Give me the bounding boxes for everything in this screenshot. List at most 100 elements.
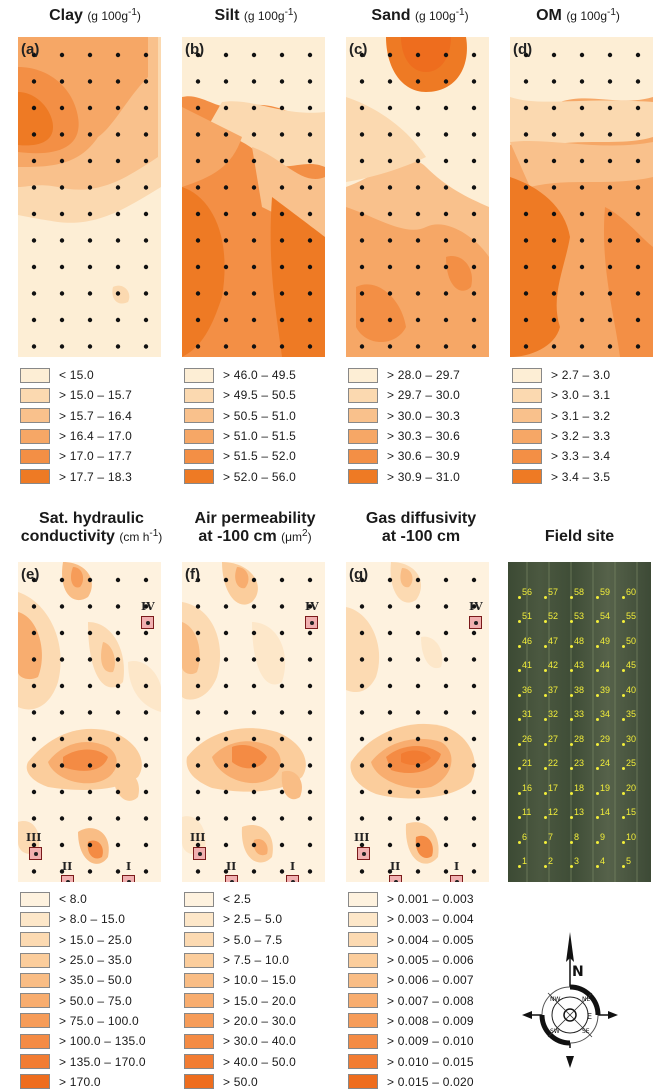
sample-point	[59, 683, 65, 689]
sample-point	[59, 291, 65, 296]
plot-label: 40	[626, 684, 637, 695]
sample-point	[307, 604, 313, 609]
sample-point	[115, 52, 121, 58]
sample-point	[143, 683, 149, 689]
sample-point	[115, 869, 121, 874]
sample-point	[195, 789, 201, 795]
sample-point	[59, 763, 65, 768]
plot-label: 9	[600, 831, 606, 842]
sample-point	[607, 317, 613, 323]
sample-point	[443, 52, 449, 58]
sample-point	[359, 763, 365, 768]
plot-label: 25	[626, 758, 637, 768]
plot-marker	[570, 791, 573, 795]
sample-point	[551, 344, 557, 349]
plot-marker	[518, 669, 521, 672]
plot-label: 38	[574, 684, 585, 695]
plot-marker	[544, 767, 547, 770]
sample-point	[87, 211, 93, 217]
sample-point	[607, 238, 613, 243]
sample-point	[307, 158, 313, 164]
sample-point	[87, 630, 93, 636]
sand-unit: (g 100g-1)	[414, 7, 469, 23]
plot-label: 18	[574, 782, 585, 793]
plot-label: 22	[548, 758, 559, 768]
plot-marker	[544, 669, 547, 672]
plot-label: 24	[600, 758, 611, 768]
sample-point	[251, 604, 257, 609]
sample-point	[251, 577, 257, 583]
sample-point	[635, 185, 641, 190]
legend-row: > 20.0 – 30.0	[184, 1011, 296, 1031]
sample-point	[279, 52, 285, 58]
sample-point	[415, 763, 421, 768]
station-ii-marker	[61, 875, 74, 882]
sample-point	[387, 789, 393, 795]
sample-point	[31, 105, 37, 111]
sample-point	[279, 79, 285, 84]
sample-point	[471, 869, 477, 874]
plot-label: 46	[522, 635, 533, 646]
air-title: Air permeability at -100 cm (μm2)	[180, 510, 330, 547]
sample-point	[31, 344, 37, 349]
legend-row: > 0.010 – 0.015	[348, 1051, 474, 1071]
sample-point	[307, 317, 313, 323]
silt-legend: > 46.0 – 49.5 > 49.5 – 50.5 > 50.5 – 51.…	[184, 365, 296, 487]
sample-point	[523, 158, 529, 164]
sample-point	[579, 185, 585, 190]
sample-point	[59, 264, 65, 270]
sample-point	[359, 789, 365, 795]
plot-marker	[596, 791, 599, 795]
sample-point	[31, 816, 37, 821]
sample-point	[307, 52, 313, 58]
plot-marker	[596, 767, 599, 770]
sample-point	[223, 185, 229, 190]
sample-point	[279, 763, 285, 768]
sample-point	[279, 132, 285, 137]
sample-point	[251, 736, 257, 742]
sample-point	[443, 789, 449, 795]
legend-row: > 3.1 – 3.2	[512, 406, 610, 426]
legend-row: > 35.0 – 50.0	[20, 970, 146, 990]
sample-point	[307, 132, 313, 137]
sample-point	[223, 317, 229, 323]
legend-row: > 17.7 – 18.3	[20, 466, 132, 486]
compass-ne: NE	[582, 996, 590, 1003]
panel-letter-f: (f)	[185, 566, 200, 583]
sample-point	[443, 683, 449, 689]
legend-row: > 30.3 – 30.6	[348, 426, 460, 446]
plot-marker	[622, 840, 625, 844]
sample-point	[31, 842, 37, 848]
plot-marker	[570, 767, 573, 770]
legend-row: < 8.0	[20, 889, 146, 909]
sample-point	[115, 264, 121, 270]
sample-point	[115, 238, 121, 243]
sample-point	[359, 52, 365, 58]
sample-point	[635, 344, 641, 349]
sample-point	[223, 264, 229, 270]
sample-point	[251, 789, 257, 795]
sample-point	[87, 604, 93, 609]
silt-title-text: Silt	[214, 7, 240, 24]
sample-point	[607, 132, 613, 137]
sample-point	[359, 344, 365, 349]
ksat-map: (e) IV III II I	[18, 562, 161, 882]
sample-point	[635, 291, 641, 296]
sample-point	[87, 185, 93, 190]
sample-point	[579, 158, 585, 164]
sample-point	[279, 816, 285, 821]
sample-point	[279, 264, 285, 270]
legend-row: < 15.0	[20, 365, 132, 385]
legend-row: > 7.5 – 10.0	[184, 950, 296, 970]
sample-point	[143, 238, 149, 243]
sample-point	[143, 317, 149, 323]
sample-point	[115, 317, 121, 323]
sample-point	[359, 211, 365, 217]
sample-point	[387, 158, 393, 164]
sample-point	[551, 79, 557, 84]
plot-marker	[544, 865, 547, 868]
sample-point	[115, 344, 121, 349]
sample-point	[443, 185, 449, 190]
plot-label: 20	[626, 782, 637, 793]
plot-marker	[518, 791, 521, 795]
